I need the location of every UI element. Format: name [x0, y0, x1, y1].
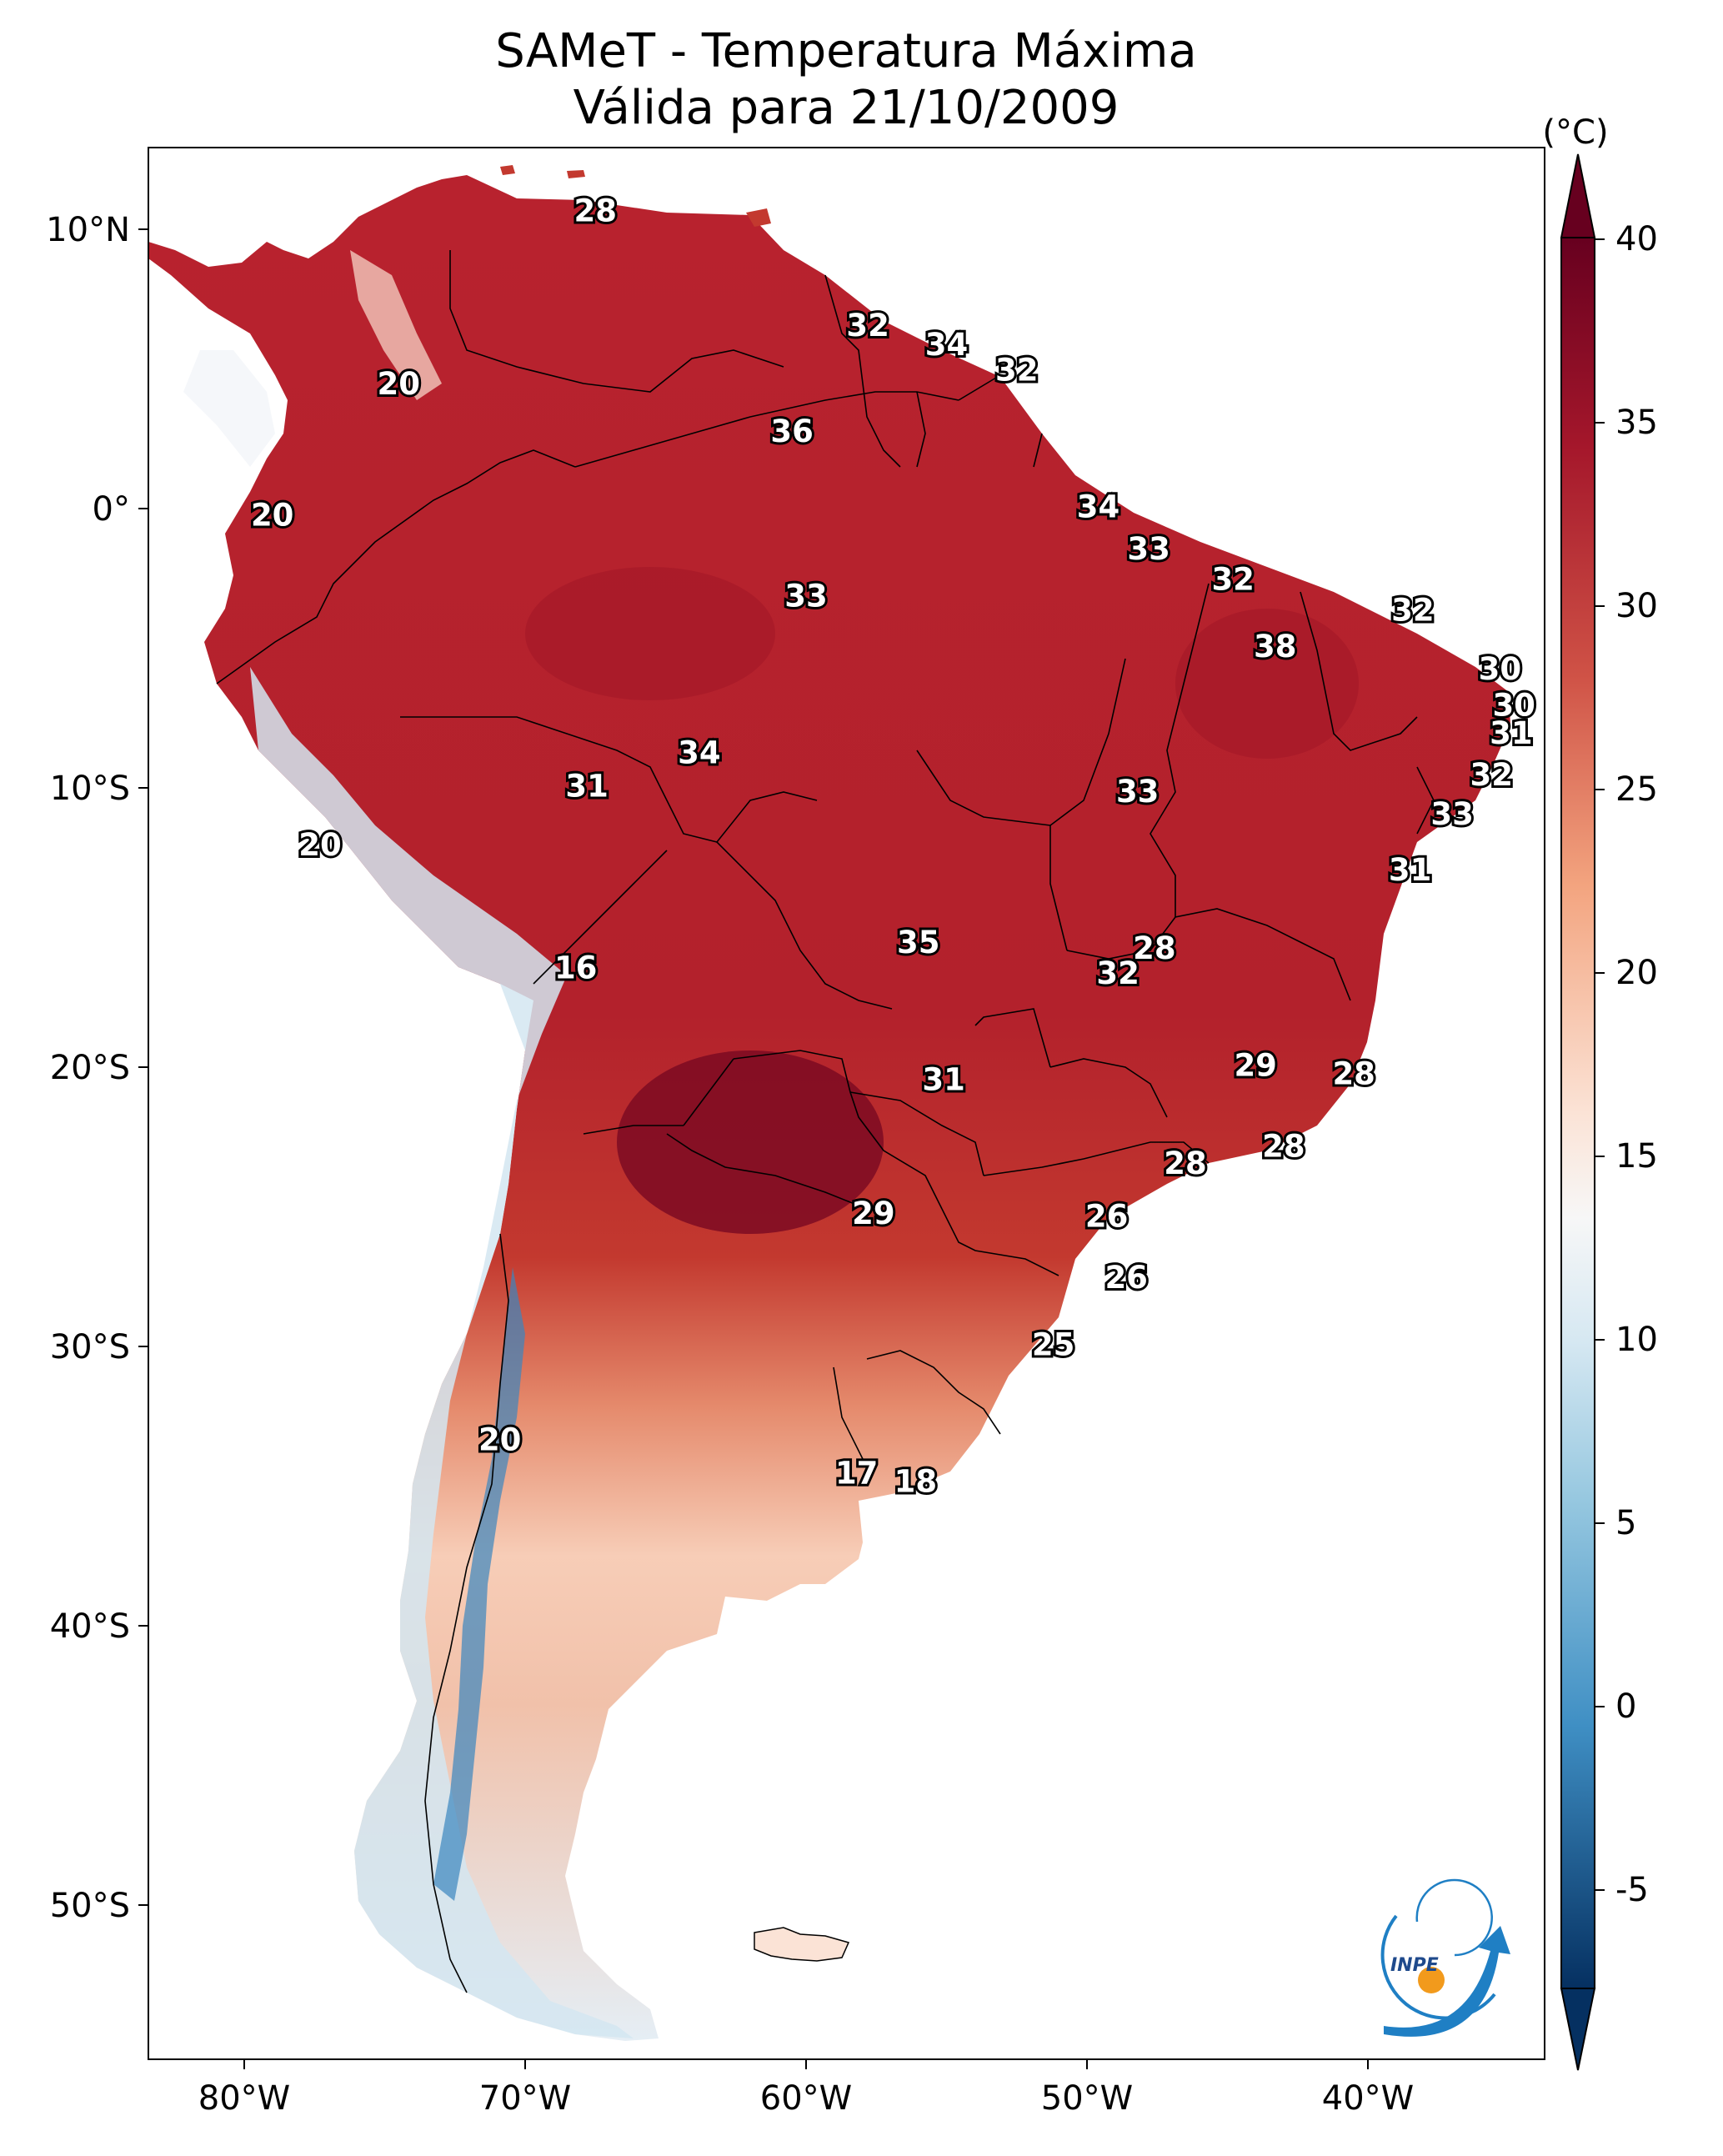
inpe-logo: INPE	[1380, 1878, 1510, 2037]
station-temp-label: 32	[1391, 593, 1435, 629]
station-temp-label: 29	[1234, 1048, 1277, 1084]
station-temp-label: 20	[251, 498, 294, 534]
station-temp-label: 36	[770, 414, 814, 449]
lat-tick-label: 10°N	[46, 211, 130, 249]
station-temp-label: 38	[1254, 629, 1297, 664]
station-temp-label: 28	[1262, 1129, 1305, 1165]
station-temp-label: 26	[1085, 1198, 1129, 1234]
station-temp-label: 31	[1490, 715, 1533, 751]
station-temp-label: 20	[298, 827, 342, 863]
lon-tick-label: 50°W	[1041, 2079, 1133, 2118]
lon-tick-label: 70°W	[479, 2079, 571, 2118]
colorbar-tick-label: 25	[1615, 770, 1658, 809]
map-frame	[148, 147, 1545, 2060]
title-line-2: Válida para 21/10/2009	[573, 81, 1119, 135]
station-temp-label: 30	[1479, 651, 1522, 687]
colorbar-tick-label: 5	[1615, 1504, 1636, 1542]
lon-tick-label: 40°W	[1322, 2079, 1414, 2118]
andes-cool-band	[250, 667, 634, 2038]
colorbar-extend-min	[1560, 1988, 1596, 2071]
station-temp-label: 28	[1164, 1146, 1207, 1181]
station-temp-label: 29	[852, 1196, 895, 1231]
station-temp-label: 28	[1332, 1056, 1375, 1092]
logo-sun-icon	[1418, 1967, 1445, 1993]
station-temp-label: 32	[995, 352, 1039, 388]
lat-axis: 10°N 0° 10°S 20°S 30°S 40°S 50°S	[46, 211, 148, 1925]
logo-text: INPE	[1390, 1955, 1439, 1976]
lon-axis: 80°W 70°W 60°W 50°W 40°W	[198, 2059, 1414, 2118]
station-temp-label: 16	[554, 950, 598, 985]
andes-cold-core	[433, 1267, 525, 1901]
title-line-1: SAMeT - Temperatura Máxima	[495, 24, 1197, 78]
station-temp-label: 32	[1096, 955, 1139, 991]
station-temp-label: 20	[378, 366, 421, 402]
country-borders	[216, 250, 1435, 1993]
lat-tick-label: 10°S	[50, 770, 130, 808]
lon-tick-label: 80°W	[198, 2079, 290, 2118]
lat-tick-label: 0°	[93, 490, 130, 529]
colorbar-tick-label: 30	[1615, 587, 1658, 625]
station-temp-label: 25	[1032, 1327, 1075, 1363]
station-temp-label: 28	[574, 193, 618, 228]
station-temp-label: 33	[1127, 531, 1170, 567]
station-temp-label: 33	[1430, 796, 1474, 832]
station-temp-label: 31	[1389, 852, 1432, 888]
colorbar-extend-max	[1560, 153, 1596, 238]
falkland-islands	[754, 1927, 850, 1962]
colorbar-tick-label: 20	[1615, 954, 1658, 992]
station-temp-label: 35	[897, 925, 940, 960]
lat-tick-label: 40°S	[50, 1607, 130, 1646]
colorbar: (°C) 40 35 30 25 20 15 10 5 0 -5	[1542, 113, 1658, 2071]
station-temp-label: 20	[478, 1421, 522, 1457]
colorbar-tick-label: 0	[1615, 1687, 1636, 1726]
station-temp-label: 31	[565, 769, 609, 805]
colorbar-unit: (°C)	[1542, 113, 1608, 152]
station-temp-label: 31	[922, 1061, 965, 1097]
station-temp-label: 33	[784, 579, 828, 614]
station-temp-label: 34	[925, 327, 969, 363]
station-temp-label: 28	[1133, 930, 1176, 966]
lat-tick-label: 20°S	[50, 1049, 130, 1087]
colorbar-tick-label: 10	[1615, 1321, 1658, 1359]
colorbar-tick-label: -5	[1615, 1871, 1649, 1909]
lat-tick-label: 30°S	[50, 1328, 130, 1366]
station-temp-label: 34	[1077, 489, 1120, 525]
station-temp-label: 32	[846, 308, 889, 343]
station-temp-label: 32	[1470, 757, 1514, 793]
station-temp-label: 33	[1116, 774, 1160, 810]
colorbar-tick-label: 35	[1615, 404, 1658, 442]
colorbar-ramp	[1560, 237, 1595, 1989]
lat-tick-label: 50°S	[50, 1887, 130, 1925]
logo-arrow-icon	[1384, 1926, 1510, 2037]
colorbar-tick-label: 15	[1615, 1137, 1658, 1176]
lon-tick-label: 60°W	[760, 2079, 852, 2118]
station-temp-label: 30	[1492, 687, 1535, 723]
station-temp-label: 17	[835, 1456, 879, 1492]
station-temp-label: 34	[678, 735, 721, 770]
station-temp-label: 32	[1211, 562, 1255, 598]
station-temp-label: 26	[1104, 1260, 1148, 1296]
colorbar-tick-label: 40	[1615, 220, 1658, 258]
station-temp-label: 18	[894, 1464, 938, 1500]
hot-core	[617, 1050, 884, 1234]
